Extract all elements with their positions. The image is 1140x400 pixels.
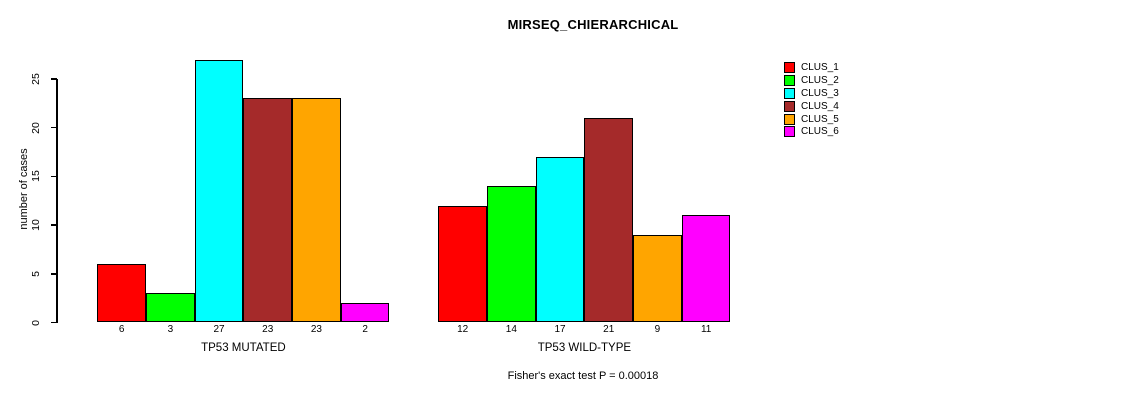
bar-value-label: 3 (167, 324, 174, 335)
bar-value-label: 23 (262, 324, 274, 335)
bar-value-label: 17 (554, 324, 566, 335)
legend-label: CLUS_1 (801, 61, 839, 73)
legend-row: CLUS_1 (784, 61, 839, 74)
y-axis-line (56, 79, 58, 323)
bar-value-label: 23 (310, 324, 322, 335)
group-label-tp53-mutated: TP53 MUTATED (201, 342, 286, 354)
y-tick-mark (50, 224, 57, 226)
y-tick-label: 15 (30, 170, 42, 183)
legend-label: CLUS_2 (801, 74, 839, 86)
y-tick-label: 5 (30, 270, 42, 277)
legend-label: CLUS_5 (801, 113, 839, 125)
bar-value-label: 12 (457, 324, 469, 335)
legend-label: CLUS_6 (801, 126, 839, 138)
y-tick-label: 0 (30, 319, 42, 326)
bar-value-label: 2 (362, 324, 368, 335)
bar-clus_3-group1 (535, 156, 585, 323)
y-tick-mark (50, 273, 57, 275)
y-tick-mark (50, 175, 57, 178)
bar-clus_3-group0 (194, 59, 244, 323)
bar-value-label: 9 (654, 324, 661, 335)
bar-value-label: 6 (118, 324, 125, 335)
legend-swatch-clus_3 (784, 87, 795, 99)
legend-row: CLUS_5 (784, 113, 839, 126)
bar-clus_1-group0 (97, 264, 146, 323)
bar-value-label: 11 (700, 324, 712, 335)
y-tick-label: 20 (30, 121, 42, 134)
legend-label: CLUS_4 (801, 100, 839, 112)
bar-clus_2-group0 (146, 293, 195, 323)
y-tick-mark (50, 321, 57, 324)
bar-value-label: 27 (213, 324, 225, 335)
legend-row: CLUS_6 (784, 125, 839, 138)
bar-clus_1-group1 (438, 205, 487, 323)
legend-swatch-clus_1 (784, 61, 795, 73)
group-label-tp53-wild-type: TP53 WILD-TYPE (537, 342, 632, 354)
annotation-fisher-test: Fisher's exact test P = 0.00018 (507, 370, 659, 382)
bar-clus_2-group1 (487, 186, 536, 323)
bar-clus_6-group0 (340, 303, 390, 323)
y-tick-label: 25 (30, 73, 42, 85)
legend-label: CLUS_3 (801, 87, 839, 99)
y-tick-mark (50, 78, 57, 80)
bar-value-label: 21 (603, 324, 615, 335)
legend-swatch-clus_5 (784, 113, 795, 125)
bar-clus_5-group1 (633, 234, 682, 323)
bar-clus_4-group1 (584, 117, 634, 323)
legend-swatch-clus_4 (784, 100, 795, 112)
legend-swatch-clus_6 (784, 126, 795, 138)
bar-clus_5-group0 (292, 98, 341, 323)
bar-clus_4-group0 (243, 98, 293, 323)
legend-row: CLUS_4 (784, 100, 839, 113)
y-tick-mark (50, 126, 57, 129)
chart-title: MIRSEQ_CHIERARCHICAL (507, 17, 679, 32)
y-tick-label: 10 (30, 219, 42, 231)
legend-row: CLUS_2 (784, 74, 839, 87)
legend: CLUS_1 CLUS_2 CLUS_3 CLUS_4 CLUS_5 CLUS_6 (784, 61, 839, 138)
legend-swatch-clus_2 (784, 74, 795, 86)
bar-clus_6-group1 (681, 215, 731, 323)
bar-value-label: 14 (505, 324, 517, 335)
legend-row: CLUS_3 (784, 87, 839, 100)
